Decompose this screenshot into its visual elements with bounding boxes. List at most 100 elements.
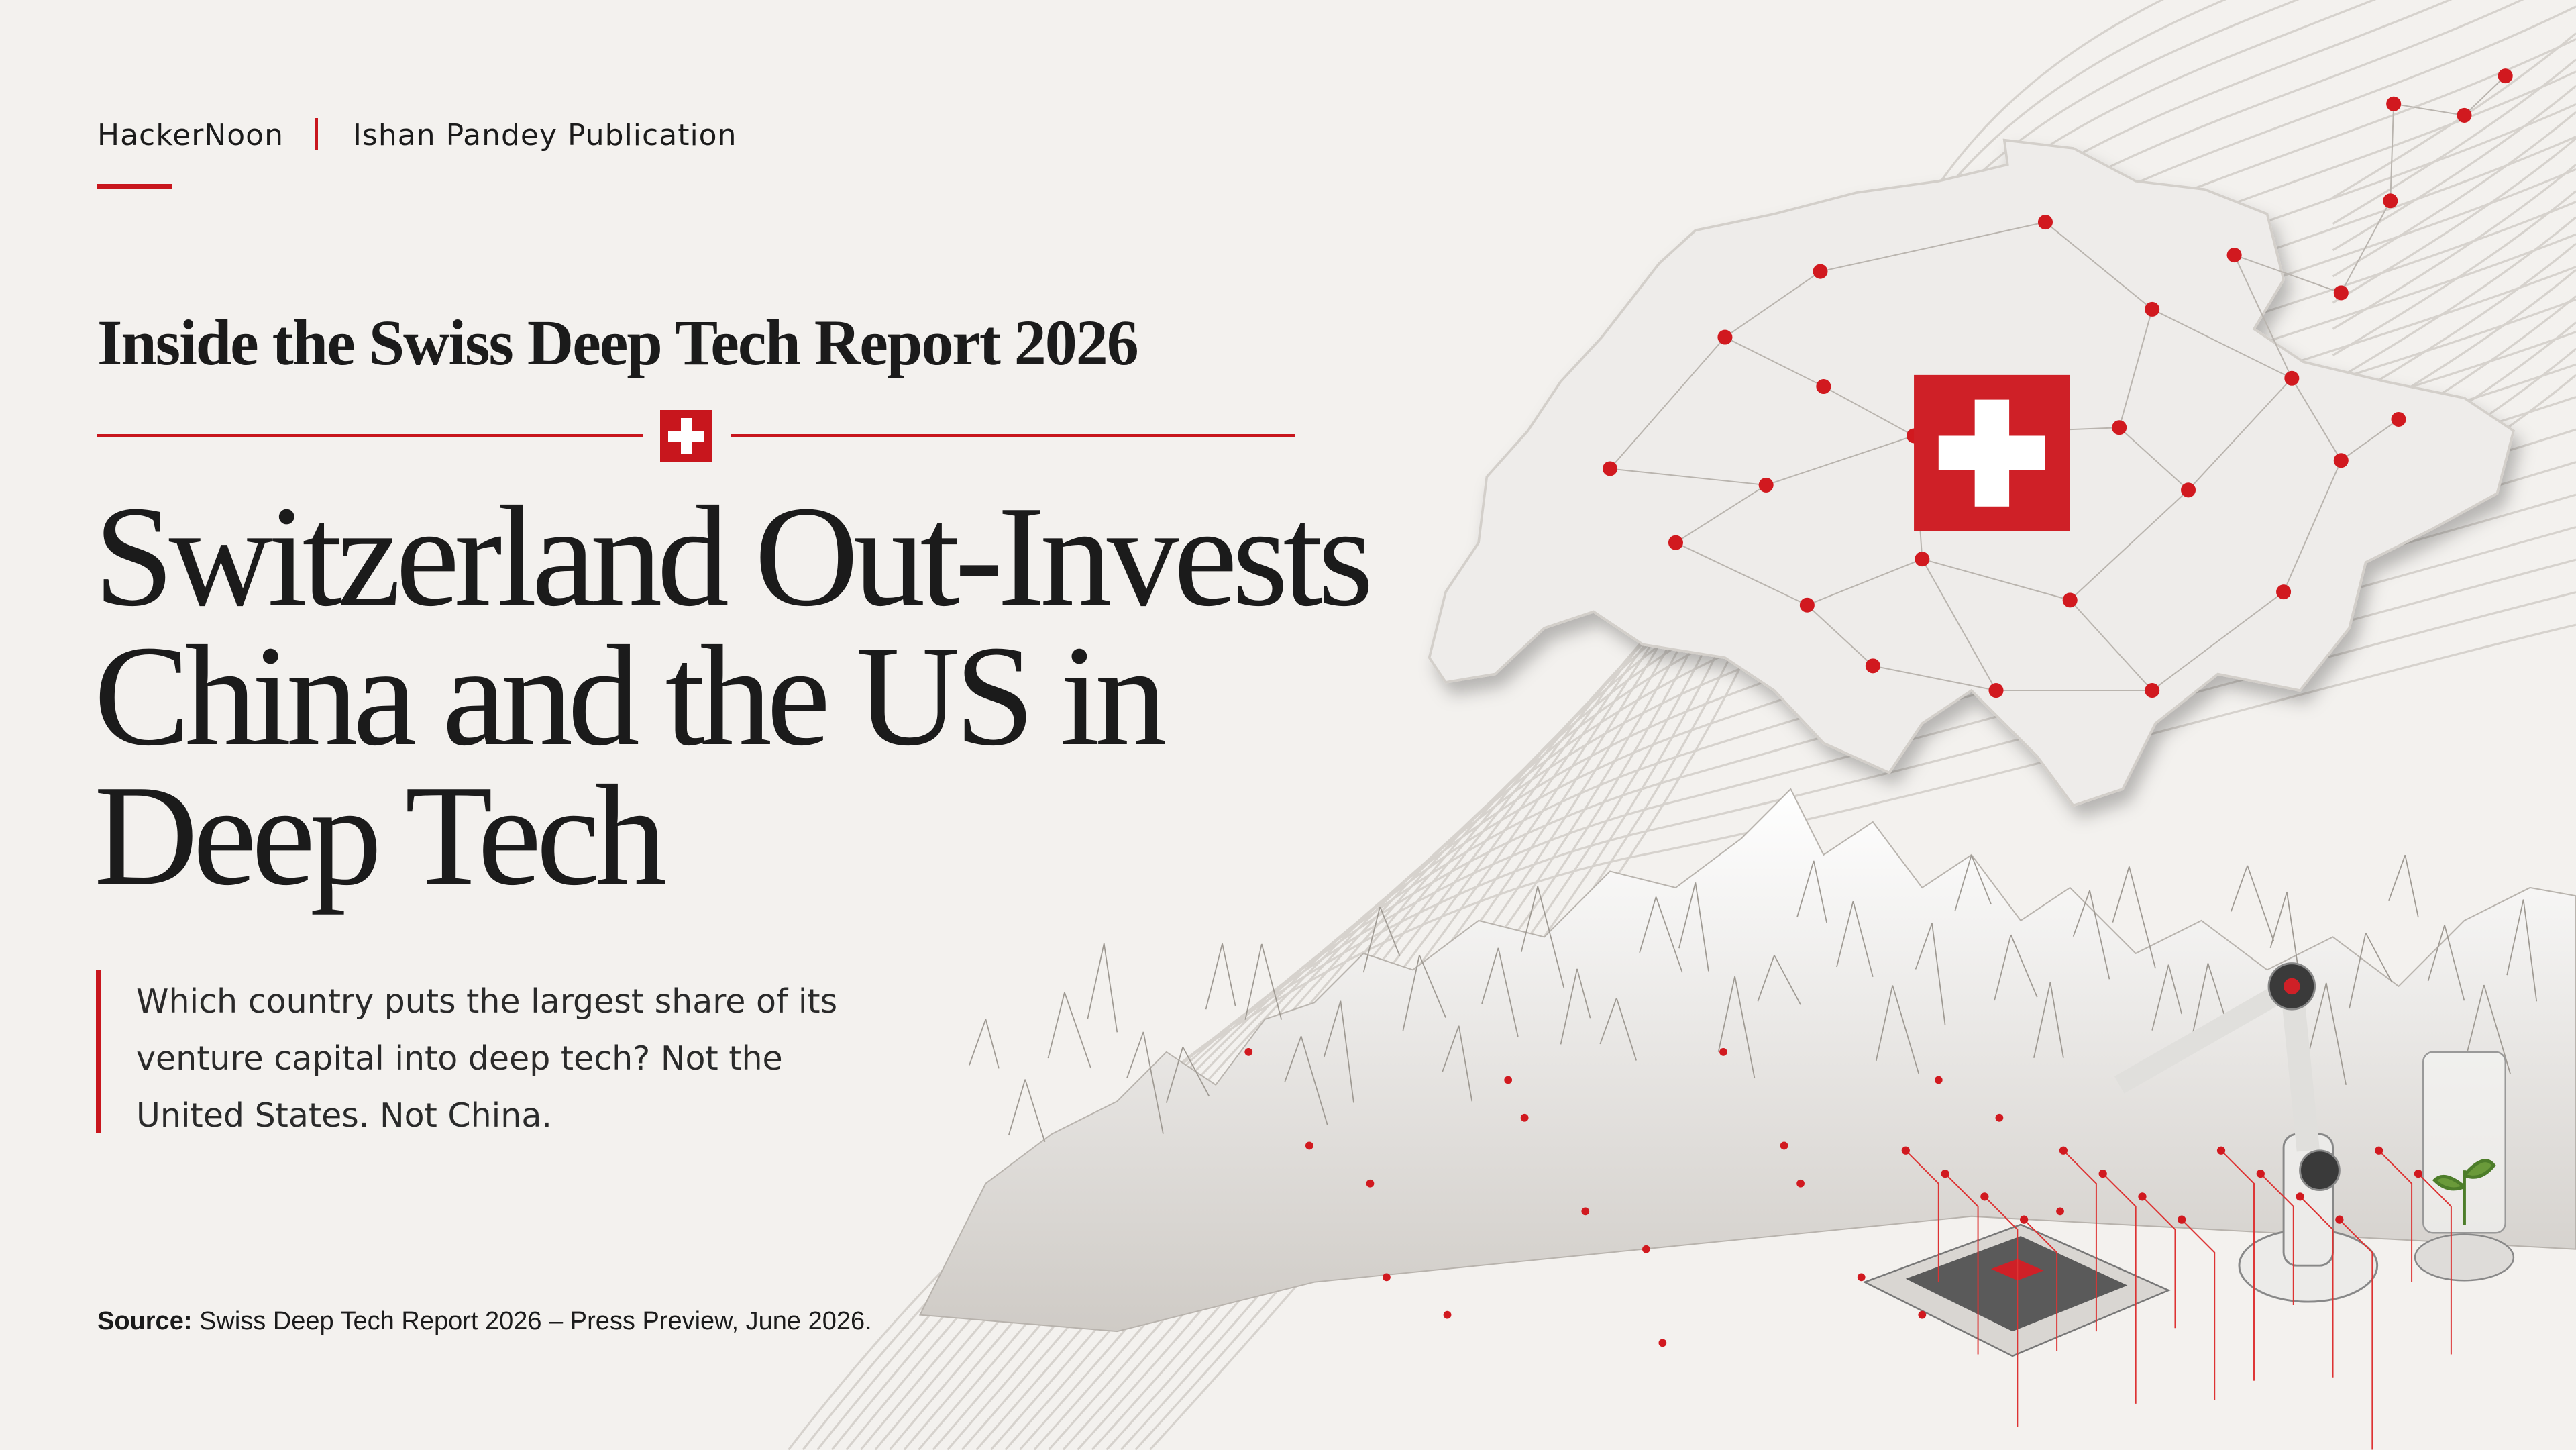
circuit-node bbox=[2178, 1215, 2186, 1224]
accent-line bbox=[97, 184, 172, 189]
contour bbox=[2332, 164, 2576, 330]
scatter-node bbox=[1504, 1076, 1513, 1084]
circuit-node bbox=[2138, 1192, 2147, 1201]
network-node bbox=[2112, 420, 2127, 435]
network-node bbox=[2383, 193, 2398, 209]
circuit-node bbox=[2098, 1169, 2107, 1178]
headline-line: Deep Tech bbox=[94, 755, 667, 915]
network-link bbox=[1820, 221, 2046, 272]
rule bbox=[731, 434, 1295, 437]
network-link bbox=[1823, 386, 1915, 437]
network-link bbox=[2151, 309, 2292, 379]
ridge bbox=[2388, 854, 2419, 918]
network-link bbox=[1922, 558, 2070, 601]
headline-line: China and the US in bbox=[94, 615, 1167, 776]
circuit-node bbox=[2059, 1146, 2068, 1155]
ridge bbox=[1560, 968, 1591, 1045]
chip bbox=[1862, 1223, 2171, 1357]
network-node bbox=[2226, 248, 2242, 263]
robot-arm bbox=[2114, 962, 2379, 1303]
chip-top bbox=[1905, 1236, 2128, 1332]
network-node bbox=[2276, 584, 2292, 600]
robot-link bbox=[2280, 985, 2320, 1152]
plant bbox=[2432, 1159, 2496, 1225]
network-link bbox=[2390, 103, 2395, 201]
ridge bbox=[969, 1019, 1000, 1069]
network-link bbox=[2188, 378, 2293, 490]
ridge bbox=[2467, 984, 2511, 1074]
ridge bbox=[2230, 865, 2275, 941]
circuit-trace bbox=[2299, 1196, 2334, 1378]
network-node bbox=[1758, 477, 1774, 493]
network-link bbox=[1921, 558, 1997, 691]
ridge bbox=[1442, 1025, 1473, 1102]
ridge bbox=[1126, 1031, 1164, 1134]
network-link bbox=[2045, 221, 2153, 310]
kicker: Inside the Swiss Deep Tech Report 2026 bbox=[97, 307, 1139, 378]
network bbox=[1602, 68, 2513, 698]
scatter-node bbox=[1383, 1273, 1391, 1282]
circuit-node bbox=[2216, 1146, 2226, 1155]
jar-base bbox=[2414, 1233, 2515, 1282]
circuit-trace bbox=[2023, 1219, 2058, 1351]
network-node bbox=[2333, 453, 2349, 468]
network-link bbox=[1675, 484, 1767, 543]
flag-icon bbox=[660, 410, 712, 462]
network-link bbox=[2463, 75, 2506, 116]
ridge bbox=[1362, 906, 1401, 973]
headline-line: Switzerland Out-Invests bbox=[94, 476, 1374, 636]
network-link bbox=[2151, 591, 2284, 691]
scatter-node bbox=[1658, 1339, 1667, 1347]
mountains bbox=[918, 788, 2576, 1333]
network-link bbox=[2118, 309, 2153, 428]
scatter-node bbox=[1520, 1113, 1529, 1122]
network-node bbox=[2145, 301, 2160, 317]
network-link bbox=[2234, 254, 2342, 294]
network-link bbox=[1807, 605, 1874, 667]
ridge bbox=[1008, 1079, 1046, 1142]
brand: HackerNoon bbox=[97, 118, 284, 152]
network-node bbox=[2457, 107, 2472, 123]
network-link bbox=[2070, 489, 2189, 601]
network-link bbox=[1872, 665, 1996, 692]
network-link bbox=[1724, 270, 1821, 338]
network-link bbox=[2291, 378, 2342, 461]
scatter-node bbox=[1796, 1179, 1805, 1188]
ridge bbox=[1717, 976, 1756, 1079]
contour bbox=[2332, 216, 2576, 383]
network-node bbox=[2062, 592, 2078, 608]
network-node bbox=[2181, 482, 2196, 498]
ridge bbox=[1087, 943, 1118, 1033]
ridge bbox=[1402, 955, 1446, 1031]
robot-joint-dot bbox=[2284, 978, 2300, 995]
scatter-node bbox=[1780, 1141, 1788, 1150]
network-node bbox=[2498, 68, 2513, 84]
scatter-node bbox=[1581, 1207, 1590, 1216]
network-link bbox=[1675, 541, 1808, 606]
network-node bbox=[2284, 370, 2300, 386]
network-link bbox=[1724, 336, 1824, 387]
dek: Which country puts the largest share of … bbox=[136, 973, 837, 1144]
network-node bbox=[1717, 329, 1733, 345]
ridge bbox=[1994, 934, 2038, 1001]
scatter-node bbox=[1857, 1273, 1866, 1282]
ridge bbox=[2349, 933, 2393, 1009]
separator bbox=[314, 118, 318, 150]
contour bbox=[2332, 85, 2576, 252]
network-node bbox=[1799, 597, 1815, 613]
mountain-ridges bbox=[969, 854, 2538, 1142]
network-node bbox=[2333, 285, 2349, 301]
publication: Ishan Pandey Publication bbox=[352, 118, 737, 152]
contour bbox=[2332, 190, 2576, 356]
circuit-lines bbox=[1244, 1047, 2452, 1450]
network-link bbox=[1807, 558, 1923, 606]
contour bbox=[2332, 137, 2576, 304]
network-node bbox=[1865, 658, 1880, 674]
network-link bbox=[1766, 435, 1915, 486]
network-node bbox=[1816, 378, 1831, 395]
circuit-trace bbox=[1905, 1150, 1939, 1282]
scatter-node bbox=[1995, 1113, 2004, 1122]
